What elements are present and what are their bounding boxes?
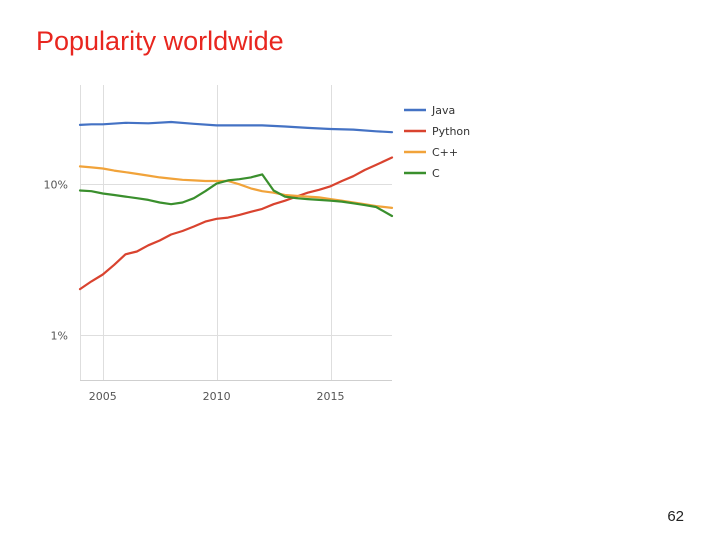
legend-label-c-: C++	[432, 146, 458, 159]
x-tick-label: 2010	[203, 390, 231, 403]
axis-labels: 1% 10% 2005 2010 2015	[44, 179, 345, 404]
x-tick-label: 2005	[89, 390, 117, 403]
series-line-c-	[78, 165, 394, 209]
x-tick-label: 2015	[317, 390, 345, 403]
series-line-c	[78, 173, 394, 218]
legend: Java Python C++ C	[404, 104, 470, 180]
series-layer	[78, 120, 394, 291]
series-line-java	[78, 120, 394, 134]
y-tick-label: 1%	[51, 330, 68, 343]
legend-label-java: Java	[431, 104, 455, 117]
legend-label-c: C	[432, 167, 440, 180]
grid-layer	[80, 85, 392, 381]
y-tick-label: 10%	[44, 179, 68, 192]
page-number: 62	[667, 508, 684, 525]
legend-label-python: Python	[432, 125, 470, 138]
series-line-python	[78, 156, 394, 291]
slide-title: Popularity worldwide	[36, 26, 284, 56]
